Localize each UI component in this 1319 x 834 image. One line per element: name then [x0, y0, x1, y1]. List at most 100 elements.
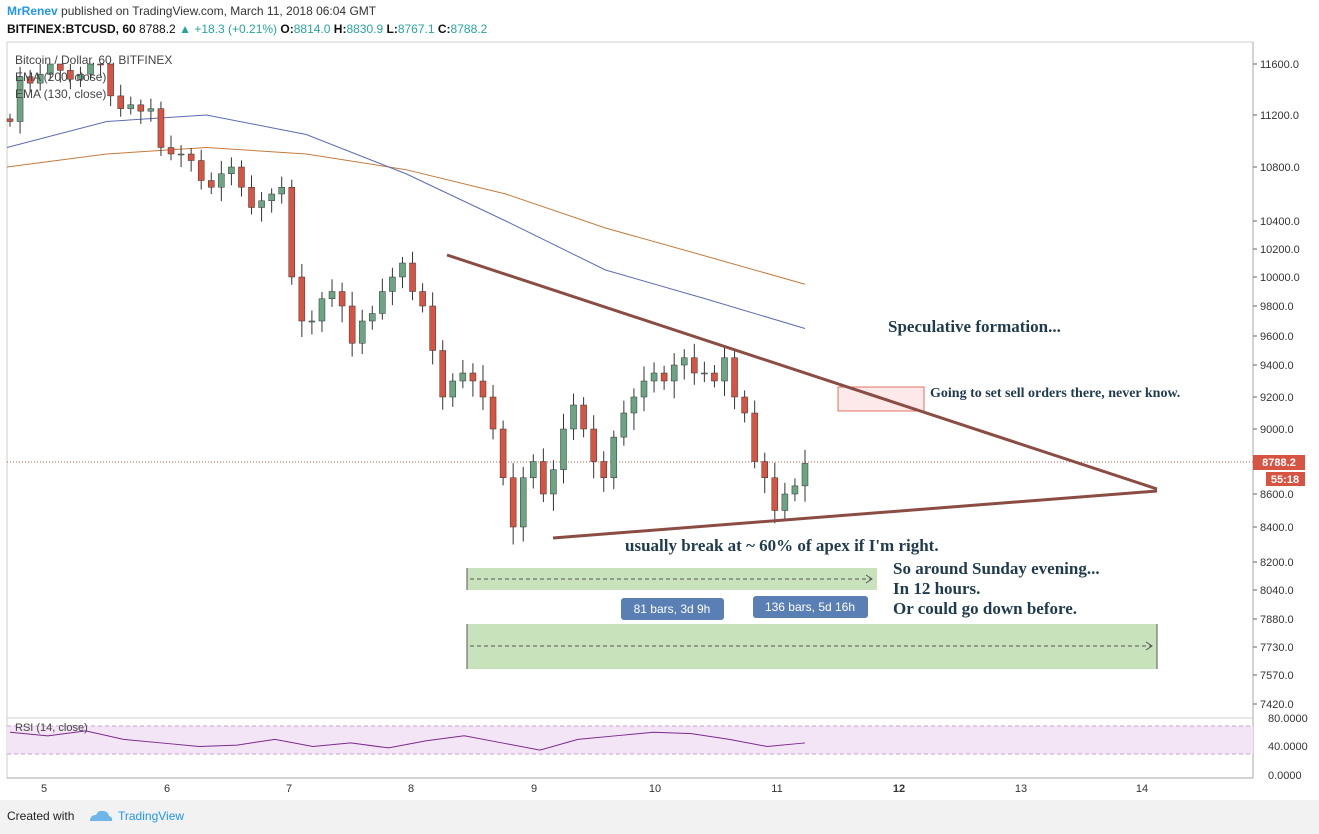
candle[interactable]	[298, 276, 306, 322]
candle[interactable]	[600, 461, 607, 478]
candle[interactable]	[519, 477, 527, 528]
candle[interactable]	[268, 193, 275, 201]
candle[interactable]	[318, 298, 326, 322]
candle[interactable]	[369, 313, 376, 322]
candle[interactable]	[791, 485, 799, 495]
candle[interactable]	[711, 372, 718, 382]
candle[interactable]	[177, 153, 185, 156]
candle[interactable]	[580, 404, 587, 430]
candle[interactable]	[197, 160, 205, 181]
candle[interactable]	[771, 477, 779, 511]
candle[interactable]	[308, 320, 316, 323]
candle[interactable]	[489, 396, 497, 430]
candle[interactable]	[187, 153, 195, 161]
candle[interactable]	[147, 108, 155, 112]
candle[interactable]	[409, 262, 416, 292]
candle[interactable]	[509, 477, 517, 528]
candle[interactable]	[137, 104, 145, 112]
upper-trendline[interactable]	[446, 253, 1158, 491]
candles[interactable]	[6, 63, 809, 545]
candle[interactable]	[127, 104, 135, 109]
tradingview-link[interactable]: TradingView	[118, 809, 185, 823]
candle[interactable]	[167, 147, 175, 155]
candle[interactable]	[97, 63, 104, 66]
time-tick-label: 10	[649, 783, 661, 795]
candle[interactable]	[107, 63, 114, 97]
candle[interactable]	[208, 180, 215, 188]
candle[interactable]	[449, 380, 457, 398]
candle[interactable]	[590, 428, 597, 462]
lower-trendline[interactable]	[552, 489, 1158, 540]
candle[interactable]	[650, 372, 658, 382]
candle[interactable]	[399, 262, 406, 278]
annotation-sunday-1[interactable]: So around Sunday evening...	[893, 559, 1100, 578]
date-range-box-1[interactable]	[467, 568, 877, 590]
candle[interactable]	[761, 461, 768, 478]
candle[interactable]	[530, 461, 537, 478]
candle[interactable]	[429, 305, 436, 351]
candle[interactable]	[560, 428, 567, 470]
candle[interactable]	[570, 404, 577, 430]
candle[interactable]	[479, 380, 487, 398]
candle[interactable]	[328, 291, 336, 299]
candle[interactable]	[640, 380, 648, 398]
annotation-speculative[interactable]: Speculative formation...	[888, 317, 1061, 336]
candle[interactable]	[459, 372, 467, 382]
tradingview-logo-icon[interactable]	[88, 807, 114, 825]
candle[interactable]	[57, 63, 64, 71]
candle[interactable]	[741, 396, 748, 414]
candle[interactable]	[36, 73, 44, 84]
candle[interactable]	[26, 76, 34, 84]
annotation-sunday-3[interactable]: Or could go down before.	[893, 599, 1077, 618]
candle[interactable]	[540, 461, 547, 495]
candle[interactable]	[157, 108, 165, 148]
candle[interactable]	[751, 412, 758, 462]
candle[interactable]	[379, 291, 386, 314]
candle[interactable]	[389, 276, 396, 292]
candle[interactable]	[499, 428, 507, 478]
candle[interactable]	[731, 357, 738, 398]
candle[interactable]	[16, 76, 24, 122]
candle[interactable]	[228, 166, 235, 174]
annotation-sell[interactable]: Going to set sell orders there, never kn…	[930, 386, 1180, 401]
annotation-sunday-2[interactable]: In 12 hours.	[893, 579, 980, 598]
candle[interactable]	[721, 357, 728, 382]
price-axis[interactable]: 11600.0 11200.0 10800.0 10400.0 10200.0 10000…	[1253, 59, 1300, 711]
rsi-line[interactable]	[9, 730, 806, 751]
candle[interactable]	[660, 372, 668, 382]
candle[interactable]	[630, 396, 638, 414]
time-axis[interactable]: 5 6 7 8 9 10 11 12 13 14	[41, 783, 1148, 795]
candle[interactable]	[691, 357, 698, 374]
candle[interactable]	[87, 63, 94, 75]
candle[interactable]	[680, 357, 688, 366]
candle[interactable]	[701, 372, 708, 375]
candle[interactable]	[439, 350, 446, 398]
candle[interactable]	[248, 187, 255, 208]
candle[interactable]	[670, 364, 678, 382]
ema-200-line[interactable]	[6, 146, 806, 285]
candle[interactable]	[238, 166, 245, 188]
candle[interactable]	[469, 372, 477, 382]
candle[interactable]	[218, 173, 225, 188]
candle[interactable]	[801, 463, 809, 487]
annotation-apex[interactable]: usually break at ~ 60% of apex if I'm ri…	[625, 536, 939, 555]
candle[interactable]	[77, 73, 84, 80]
candle[interactable]	[288, 187, 296, 278]
candle[interactable]	[781, 493, 789, 511]
candle[interactable]	[258, 200, 265, 208]
candle[interactable]	[338, 291, 346, 307]
author-link[interactable]: MrRenev	[7, 4, 58, 18]
candle[interactable]	[610, 436, 618, 478]
candle[interactable]	[47, 63, 54, 75]
candle[interactable]	[117, 95, 124, 109]
candle[interactable]	[358, 320, 366, 344]
ema-130-line[interactable]	[6, 114, 806, 329]
candle[interactable]	[67, 70, 74, 80]
candle[interactable]	[348, 305, 356, 344]
candle[interactable]	[620, 412, 628, 438]
price-chart[interactable]: 11600.0 11200.0 10800.0 10400.0 10200.0 10000…	[0, 0, 1319, 800]
candle[interactable]	[550, 469, 557, 495]
candle[interactable]	[419, 291, 426, 307]
candle[interactable]	[278, 187, 285, 195]
candle[interactable]	[6, 118, 14, 122]
